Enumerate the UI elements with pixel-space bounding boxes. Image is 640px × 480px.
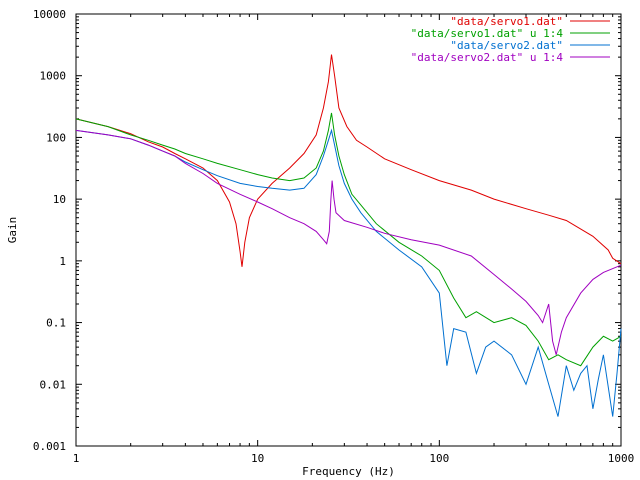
y-tick-label: 0.1 (46, 317, 66, 330)
x-tick-label: 1 (73, 452, 80, 465)
x-tick-label: 100 (429, 452, 449, 465)
series-line-2 (75, 112, 622, 367)
x-axis-label: Frequency (Hz) (302, 465, 395, 478)
legend-label: "data/servo1.dat" u 1:4 (411, 27, 564, 40)
x-tick-label: 10 (251, 452, 264, 465)
y-tick-label: 0.001 (33, 440, 66, 453)
y-tick-label: 100 (46, 131, 66, 144)
y-tick-label: 1000 (40, 70, 67, 83)
series-line-3 (75, 128, 622, 417)
y-tick-label: 1 (59, 255, 66, 268)
series-line-1 (75, 54, 622, 267)
axes: 1 10 100 1000 0.001 0.01 0.1 1 10 100 1000 10000 (33, 8, 634, 465)
series-lines (75, 54, 622, 417)
y-tick-label: 10 (53, 193, 66, 206)
y-tick-label: 0.01 (40, 378, 67, 391)
legend: "data/servo1.dat""data/servo1.dat" u 1:4… (411, 15, 610, 64)
legend-label: "data/servo2.dat" (450, 39, 563, 52)
plot-border (75, 13, 622, 447)
x-tick-label: 1000 (608, 452, 635, 465)
plot-area (75, 13, 622, 447)
y-axis-label: Gain (6, 217, 19, 244)
legend-label: "data/servo2.dat" u 1:4 (411, 51, 564, 64)
y-tick-label: 10000 (33, 8, 66, 21)
series-line-4 (75, 129, 622, 355)
legend-label: "data/servo1.dat" (450, 15, 563, 28)
